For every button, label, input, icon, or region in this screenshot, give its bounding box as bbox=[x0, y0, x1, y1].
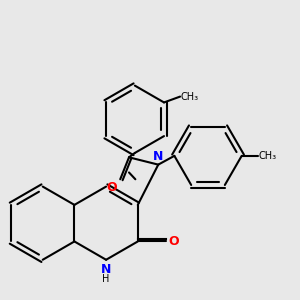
Text: CH₃: CH₃ bbox=[181, 92, 199, 102]
Text: N: N bbox=[153, 150, 164, 163]
Text: O: O bbox=[169, 235, 179, 248]
Text: N: N bbox=[101, 263, 111, 276]
Text: CH₃: CH₃ bbox=[259, 151, 277, 161]
Text: O: O bbox=[107, 182, 117, 194]
Text: H: H bbox=[102, 274, 110, 284]
